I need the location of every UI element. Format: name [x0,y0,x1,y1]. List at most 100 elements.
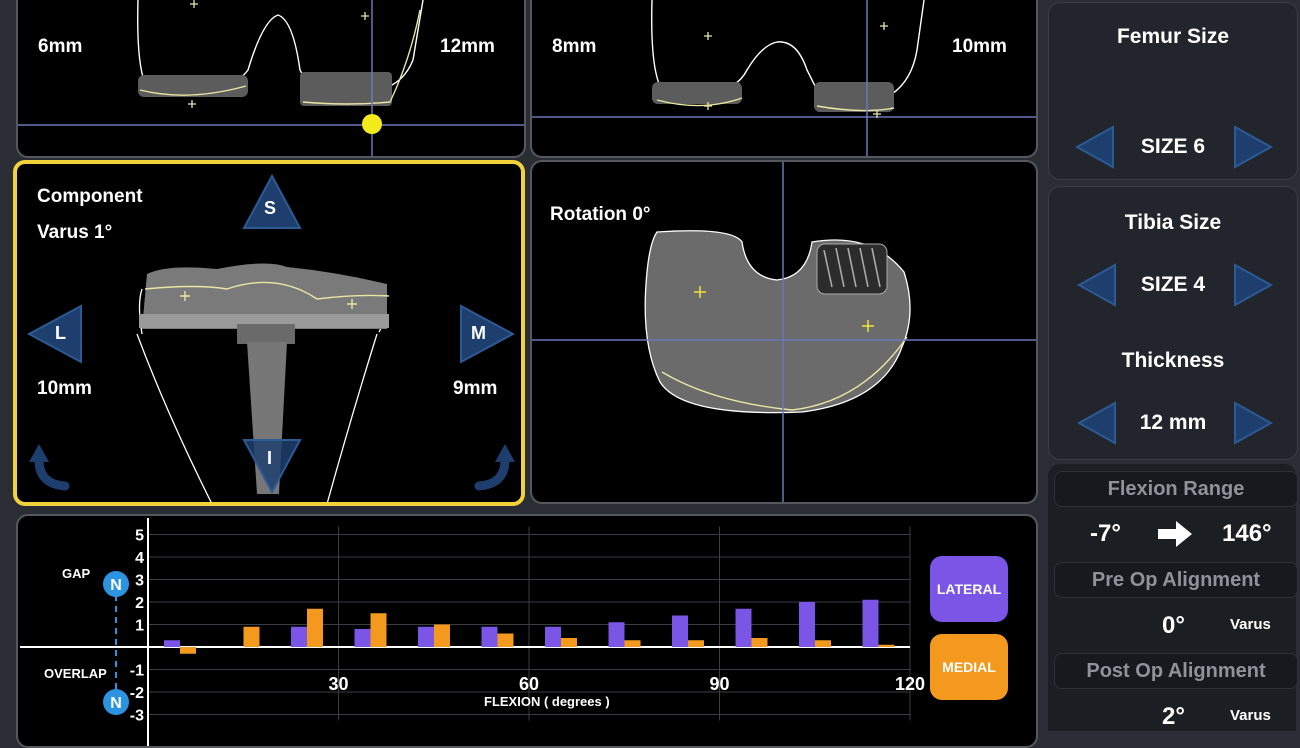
arrow-left-icon [1077,401,1116,445]
medial-bar [497,633,514,647]
medial-bar [624,640,641,647]
x-tick-label: 90 [709,674,729,694]
tibia-axial-diagram [532,162,1036,502]
tibia-size-box: Tibia Size SIZE 4 Thickness 12 mm [1048,186,1298,460]
medial-bar [243,626,260,647]
contact-point-marker [362,114,382,134]
tibia-size-value: SIZE 4 [1140,273,1206,296]
medial-legend-button[interactable]: MEDIAL [930,634,1008,700]
flexion-axis-label: FLEXION ( degrees ) [484,694,610,709]
tibia-size-increase-button[interactable] [1233,263,1273,307]
gap-chart-panel: 5 4 3 2 1 -1 -2 -3 30 60 90 120 N N GAP OVERLAP FLEXI… [16,514,1038,748]
x-tick-label: 30 [328,674,348,694]
femur-size-title: Femur Size [1116,25,1230,48]
femur-front-diagram [18,0,524,156]
move-lateral-button[interactable]: L [27,304,83,364]
femur-flexion-view-panel[interactable]: 8mm 10mm [530,0,1038,158]
flexion-range-title: Flexion Range [1054,471,1298,507]
rotate-clockwise-button[interactable] [469,436,515,494]
tibial-tray [139,314,389,328]
gap-left-label: 6mm [38,36,83,57]
femur-size-increase-button[interactable] [1233,125,1273,169]
thickness-decrease-button[interactable] [1077,401,1117,445]
rotate-ccw-icon [29,444,70,491]
arrow-left-icon [1077,263,1116,307]
medial-bar [878,644,895,647]
lateral-bar [862,599,879,647]
move-superior-button[interactable]: S [242,174,302,230]
lateral-bar [418,626,434,647]
gap-right-label: 12mm [440,36,495,57]
arrow-right-icon [1234,125,1273,169]
thickness-increase-button[interactable] [1233,401,1273,445]
tibia-component-panel[interactable]: Component Varus 1° 10mm 9mm S I L M [13,160,525,506]
femur-flexion-diagram [532,0,1036,156]
femur-front-view-panel[interactable]: 6mm 12mm [16,0,526,158]
arrow-right-icon [1158,521,1192,547]
medial-bar [815,640,831,647]
rotate-counterclockwise-button[interactable] [29,436,75,494]
pre-op-alignment-value: 0° [1162,612,1185,639]
y-tick-label: -1 [130,663,144,680]
y-tick-label: 4 [135,550,144,567]
medial-condyle-implant [300,72,392,106]
flexion-min-value: -7° [1090,520,1121,547]
medial-bar [180,647,196,654]
tibia-size-decrease-button[interactable] [1077,263,1117,307]
gap-left-label: 10mm [37,378,92,399]
arrow-right-icon [1234,401,1273,445]
x-tick-label: 120 [895,674,925,694]
lateral-bar [481,626,498,647]
gap-axis-label: GAP [62,566,91,581]
tibia-component-diagram [136,263,390,502]
marker-label: N [110,695,122,712]
medial-bar [307,608,323,647]
femur-size-decrease-button[interactable] [1075,125,1115,169]
overlap-axis-label: OVERLAP [44,666,107,681]
y-tick-label: -3 [130,708,144,725]
gap-right-label: 9mm [453,378,498,399]
lateral-bar [291,626,307,647]
y-tick-label: -2 [130,685,144,702]
lateral-bar [354,629,371,647]
pre-op-alignment-title: Pre Op Alignment [1054,562,1298,598]
rotation-view-panel[interactable]: Rotation 0° [530,160,1038,504]
triangle-up-icon [242,174,302,229]
tibial-insert [142,263,387,329]
femur-size-box: Femur Size SIZE 6 [1048,2,1298,180]
medial-bar [688,640,704,647]
gap-right-label: 10mm [952,36,1007,57]
y-tick-label: 3 [135,573,144,590]
medial-bar [434,624,450,647]
femur-size-value: SIZE 6 [1140,135,1206,158]
tibia-size-title: Tibia Size [1124,211,1222,234]
triangle-down-icon [242,439,302,494]
arrow-right-icon [1234,263,1273,307]
arrow-left-icon [1075,125,1114,169]
post-op-alignment-value: 2° [1162,703,1185,730]
x-tick-label: 60 [519,674,539,694]
lateral-bar [799,602,815,647]
rotation-label: Rotation 0° [550,204,651,225]
medial-bar [751,638,768,647]
gap-flexion-chart: 5 4 3 2 1 -1 -2 -3 30 60 90 120 N N [20,518,925,746]
y-tick-label: 1 [135,618,144,635]
thickness-title: Thickness [1121,349,1225,372]
lateral-bar [164,640,180,647]
medial-bar [561,638,577,647]
move-medial-button[interactable]: M [459,304,515,364]
y-tick-label: 2 [135,595,144,612]
lateral-bar [545,626,561,647]
triangle-right-icon [460,304,515,364]
component-title: Component [37,186,143,207]
lateral-bar [608,622,625,647]
gap-left-label: 8mm [552,36,597,57]
move-inferior-button[interactable]: I [242,438,302,494]
flexion-max-value: 146° [1222,520,1272,547]
marker-label: N [110,577,122,594]
lateral-condyle-implant [138,75,248,97]
lateral-bar [672,615,688,647]
medial-bar [370,613,387,647]
lateral-legend-button[interactable]: LATERAL [930,556,1008,622]
triangle-left-icon [27,304,82,364]
